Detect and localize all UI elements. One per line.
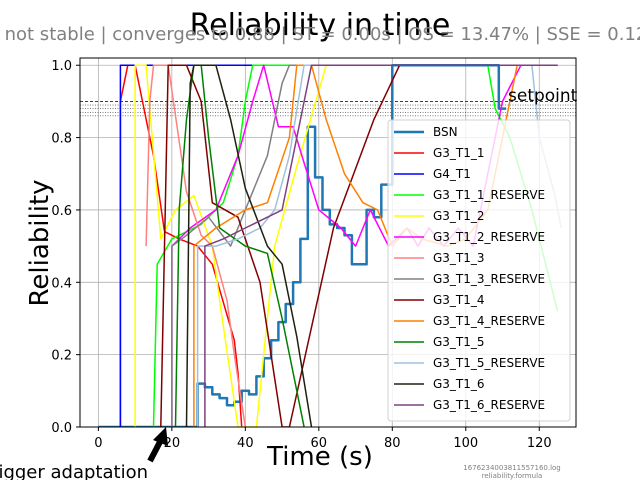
- trigger-annotation: trigger adaptation: [0, 427, 168, 480]
- x-tick-label: 80: [384, 436, 401, 451]
- legend-label-g3-t1-2: G3_T1_2: [433, 209, 485, 223]
- y-axis-label: Reliability: [25, 179, 55, 306]
- series-line-g3-t1-6: [185, 64, 313, 427]
- footer-formula: reliability.formula: [482, 472, 543, 480]
- legend-label-g3-t1-4-reserve: G3_T1_4_RESERVE: [433, 314, 545, 328]
- series-line-g3-t1-3: [145, 64, 247, 427]
- y-tick-label: 0.6: [51, 204, 72, 219]
- chart-title: Reliability in time: [190, 8, 451, 43]
- y-tick-label: 1.0: [51, 59, 72, 74]
- annotation-arrowhead: [153, 427, 168, 446]
- x-tick-label: 120: [527, 436, 552, 451]
- legend-label-g3-t1-5-reserve: G3_T1_5_RESERVE: [433, 356, 545, 370]
- axis-ticks: 0 20 40 60 80 100 120 0.0 0.2 0.4 0.6 0.8 1.0: [51, 59, 551, 451]
- legend: BSN G3_T1_1 G4_T1 G3_T1_1_RESERVE G3_T1_2 G3_…: [387, 119, 571, 422]
- setpoint-label: setpoint: [508, 86, 578, 106]
- chart-subtitle: not stable | converges to 0.88 | ST = 0.…: [5, 24, 640, 45]
- legend-label-g3-t1-2-reserve: G3_T1_2_RESERVE: [433, 230, 545, 244]
- x-tick-label: 60: [311, 436, 328, 451]
- legend-label-g3-t1-1-reserve: G3_T1_1_RESERVE: [433, 188, 545, 202]
- legend-label-g3-t1-4: G3_T1_4: [433, 293, 485, 307]
- legend-box: [387, 119, 571, 422]
- legend-label-bsn: BSN: [433, 125, 458, 139]
- series-lines: [98, 63, 563, 427]
- x-tick-label: 40: [237, 436, 254, 451]
- x-tick-label: 20: [164, 436, 181, 451]
- legend-label-g4-t1: G4_T1: [433, 167, 471, 181]
- plot-frame: [79, 57, 577, 428]
- legend-label-g3-t1-5: G3_T1_5: [433, 335, 485, 349]
- series-line-g3-t1-6-reserve: [204, 64, 558, 427]
- series-line-g3-t1-5: [174, 64, 305, 427]
- y-tick-label: 0.0: [51, 421, 72, 436]
- series-line-bsn: [98, 63, 507, 427]
- y-tick-label: 0.2: [51, 349, 72, 364]
- legend-label-g3-t1-6-reserve: G3_T1_6_RESERVE: [433, 398, 545, 412]
- y-tick-label: 0.8: [51, 132, 72, 147]
- y-tick-label: 0.4: [51, 276, 72, 291]
- x-tick-label: 100: [453, 436, 478, 451]
- series-line-g3-t1-1: [119, 64, 243, 427]
- annotation-text: trigger adaptation: [0, 462, 148, 480]
- x-axis-label: Time (s): [266, 442, 373, 472]
- legend-label-g3-t1-3: G3_T1_3: [433, 251, 485, 265]
- legend-label-g3-t1-6: G3_T1_6: [433, 377, 485, 391]
- series-line-g3-t1-2: [134, 64, 558, 427]
- x-tick-label: 0: [94, 436, 102, 451]
- series-line-g3-t1-4: [160, 64, 558, 427]
- legend-label-g3-t1-1: G3_T1_1: [433, 146, 485, 160]
- legend-label-g3-t1-3-reserve: G3_T1_3_RESERVE: [433, 272, 545, 286]
- footer-log-name: 1676234003811557160.log: [463, 464, 561, 472]
